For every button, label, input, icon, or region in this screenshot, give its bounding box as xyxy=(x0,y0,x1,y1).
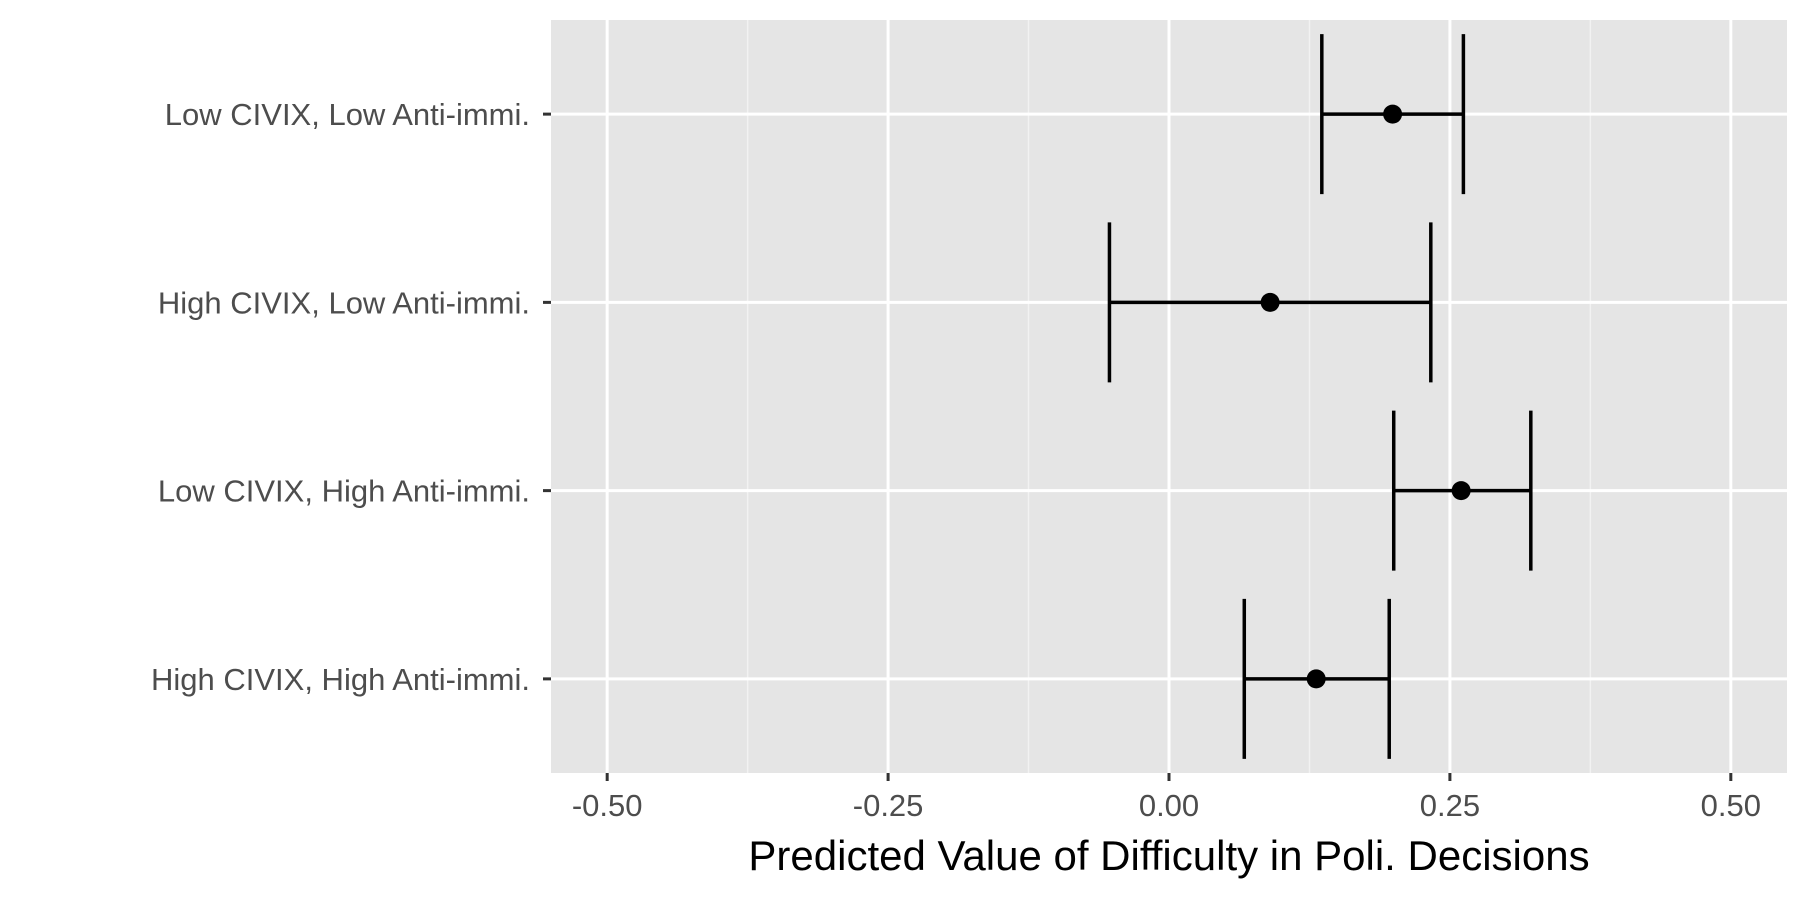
x-tick-label: -0.25 xyxy=(853,788,924,823)
y-tick-label: Low CIVIX, High Anti-immi. xyxy=(158,474,530,509)
error-bar-group xyxy=(1320,34,1466,195)
estimate-point xyxy=(1260,292,1280,312)
x-tick-label: 0.25 xyxy=(1420,788,1480,823)
y-tick-label: High CIVIX, Low Anti-immi. xyxy=(158,285,530,320)
x-axis-title: Predicted Value of Difficulty in Poli. D… xyxy=(748,832,1589,879)
x-tick-label: -0.50 xyxy=(572,788,643,823)
x-tick-label: 0.00 xyxy=(1139,788,1199,823)
y-tick-label: Low CIVIX, Low Anti-immi. xyxy=(165,97,530,132)
data-marks xyxy=(1107,34,1533,759)
y-axis: Low CIVIX, Low Anti-immi. High CIVIX, Low… xyxy=(151,97,551,697)
error-bar-group xyxy=(1391,410,1533,571)
estimate-point xyxy=(1306,669,1326,689)
estimate-point xyxy=(1383,104,1403,124)
x-axis: -0.50 -0.25 0.00 0.25 0.50 xyxy=(572,773,1761,823)
error-bar-group xyxy=(1107,222,1433,383)
x-tick-label: 0.50 xyxy=(1701,788,1761,823)
error-bar-group xyxy=(1242,598,1391,759)
estimate-point xyxy=(1451,481,1471,501)
y-tick-label: High CIVIX, High Anti-immi. xyxy=(151,662,530,697)
